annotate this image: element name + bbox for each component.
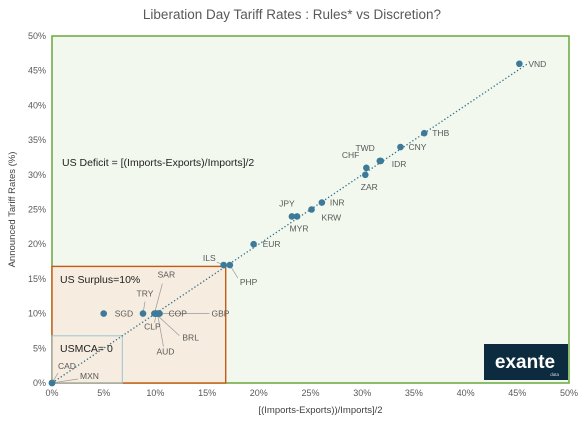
point-label-inr: INR <box>330 198 345 208</box>
data-point-vnd <box>516 60 523 68</box>
data-point-chf <box>363 164 370 172</box>
point-label-zar: ZAR <box>361 182 378 192</box>
data-point-try <box>139 310 147 317</box>
point-label-aud: AUD <box>156 347 174 357</box>
y-tick-label: 45% <box>28 66 46 76</box>
point-label-twd: TWD <box>355 143 374 153</box>
surplus-annotation: US Surplus=10% <box>60 274 140 286</box>
y-axis-ticks: 0% 5% 10% 15% 20% 25% 30% 35% 40% 45% 50% <box>28 31 46 388</box>
x-tick-label: 0% <box>45 388 58 398</box>
point-label-vnd: VND <box>528 59 546 69</box>
y-tick-label: 15% <box>28 274 46 284</box>
x-tick-label: 50% <box>560 388 578 398</box>
logo-wordmark: exante <box>495 352 555 373</box>
point-label-gbp: GBP <box>212 309 230 319</box>
leader-line <box>154 283 163 314</box>
data-point-mxn <box>48 379 56 387</box>
y-axis-title: Announced Tariff Rates (%) <box>7 152 18 268</box>
x-tick-label: 15% <box>198 388 216 398</box>
data-point-idr <box>376 157 384 165</box>
exante-logo: exante data <box>484 344 568 380</box>
y-tick-label: 50% <box>28 31 46 41</box>
x-tick-label: 45% <box>508 388 526 398</box>
point-label-brl: BRL <box>182 333 199 343</box>
point-label-cad: CAD <box>58 361 76 371</box>
point-label-cny: CNY <box>408 142 426 152</box>
data-point-thb <box>420 129 428 137</box>
data-point-brl <box>152 310 159 317</box>
y-tick-label: 5% <box>33 343 46 353</box>
point-label-krw: KRW <box>322 213 342 223</box>
x-axis-ticks: 0% 5% 10% 15% 20% 25% 30% 35% 40% 45% 50% <box>45 388 578 398</box>
x-tick-label: 30% <box>353 388 371 398</box>
x-axis-title: [(Imports-Exports))/Imports]/2 <box>258 405 382 416</box>
deficit-annotation: US Deficit = [(Imports-Exports)/Imports]… <box>62 157 254 169</box>
leader-line <box>51 378 79 384</box>
data-point-krw <box>308 206 315 213</box>
data-point-php <box>226 261 234 269</box>
usmca-region <box>51 335 123 384</box>
point-label-eur: EUR <box>263 239 281 249</box>
point-label-chf: CHF <box>342 150 359 160</box>
x-tick-label: 25% <box>301 388 319 398</box>
data-point-jpy <box>288 213 296 220</box>
x-tick-label: 20% <box>250 388 268 398</box>
data-point-zar <box>362 171 369 179</box>
x-tick-label: 35% <box>405 388 423 398</box>
y-tick-label: 25% <box>28 205 46 215</box>
point-label-jpy: JPY <box>279 198 295 208</box>
usmca-annotation: USMCA= 0 <box>60 343 113 355</box>
logo-subtext: data <box>550 372 559 377</box>
data-point-labels: VND THB CNY TWD IDR CHF ZAR INR KRW JPY MYR EUR ILS P… <box>58 59 546 381</box>
point-label-myr: MYR <box>290 223 309 233</box>
point-label-mxn: MXN <box>80 371 99 381</box>
y-tick-label: 20% <box>28 239 46 249</box>
surplus-region <box>51 265 227 384</box>
trendline <box>51 63 529 384</box>
x-tick-label: 10% <box>146 388 164 398</box>
point-label-idr: IDR <box>392 159 407 169</box>
data-point-sgd <box>100 310 107 317</box>
leader-line <box>155 313 180 336</box>
point-label-sgd: SGD <box>115 309 133 319</box>
point-label-try: TRY <box>137 289 154 299</box>
point-label-thb: THB <box>432 128 449 138</box>
data-points <box>48 60 523 387</box>
point-label-clp: CLP <box>144 322 161 332</box>
x-tick-label: 5% <box>97 388 110 398</box>
leader-line <box>157 313 164 347</box>
point-label-php: PHP <box>240 277 258 287</box>
x-tick-label: 40% <box>457 388 475 398</box>
data-point-eur <box>250 240 257 248</box>
y-tick-label: 0% <box>33 378 46 388</box>
data-point-inr <box>318 199 326 206</box>
point-label-sar: SAR <box>158 270 175 280</box>
chart-title: Liberation Day Tariff Rates : Rules* vs … <box>143 7 441 22</box>
y-tick-label: 35% <box>28 135 46 145</box>
y-tick-label: 30% <box>28 170 46 180</box>
logo-background <box>484 344 568 380</box>
y-tick-label: 10% <box>28 309 46 319</box>
point-label-ils: ILS <box>203 253 216 263</box>
data-point-ils <box>220 261 227 269</box>
y-tick-label: 40% <box>28 100 46 110</box>
data-point-cny <box>397 143 404 151</box>
point-label-cop: COP <box>169 309 188 319</box>
data-point-myr <box>293 213 301 220</box>
